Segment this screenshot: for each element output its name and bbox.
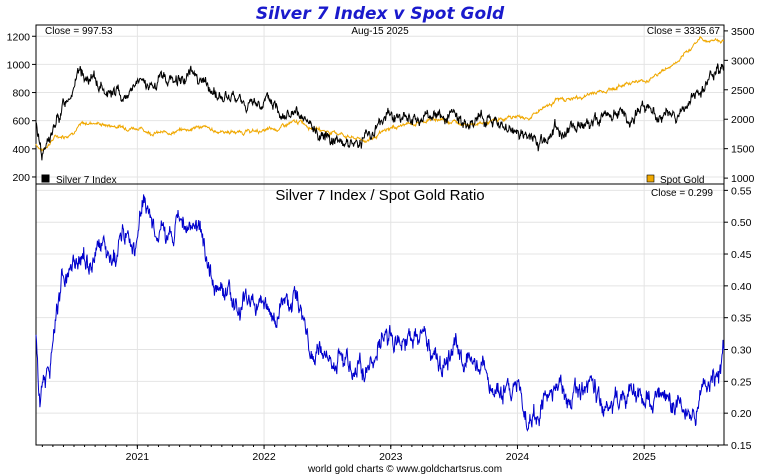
left-y-tick-label: 400 [12, 144, 30, 156]
ratio-y-tick-label: 0.35 [731, 313, 752, 325]
bottom-x-grid [136, 184, 645, 445]
left-axis-ticks: 200 400 600 800 1000 1200 [7, 31, 36, 184]
spot-gold-line [35, 36, 725, 152]
right-axis-ticks-top: 1000 1500 2000 2500 3000 3500 [724, 26, 755, 185]
left-y-tick-label: 1000 [7, 59, 31, 71]
chart-title: Silver 7 Index v Spot Gold [256, 4, 505, 24]
gold-legend-swatch [646, 174, 655, 183]
ratio-y-tick-label: 0.45 [731, 249, 752, 261]
ratio-y-tick-label: 0.15 [731, 440, 752, 452]
ratio-y-tick-label: 0.40 [731, 281, 752, 293]
silver-legend-label: Silver 7 Index [56, 175, 117, 186]
x-tick-label: 2022 [252, 451, 276, 463]
top-panel: 200 400 600 800 1000 1200 1000 1500 2000 2500 300… [7, 24, 755, 186]
gold-legend-label: Spot Gold [660, 175, 704, 186]
left-y-tick-label: 200 [12, 172, 30, 184]
ratio-y-tick-label: 0.25 [731, 376, 752, 388]
top-panel-frame [35, 24, 725, 185]
left-y-tick-label: 800 [12, 88, 30, 100]
x-tick-label: 2023 [379, 451, 403, 463]
bottom-panel: 0.15 0.20 0.25 0.30 0.35 0.40 0.45 0.50 0.55 Sil… [35, 183, 752, 452]
right-y-tick-label: 2500 [731, 85, 755, 97]
x-tick-label: 2024 [506, 451, 530, 463]
ratio-y-tick-label: 0.55 [731, 185, 752, 197]
x-tick-label: 2025 [632, 451, 656, 463]
ratio-line [35, 194, 725, 432]
left-y-tick-label: 600 [12, 116, 30, 128]
silver-7-index-line [35, 63, 725, 161]
ratio-title: Silver 7 Index / Spot Gold Ratio [275, 187, 484, 204]
ratio-close-label: Close = 0.299 [651, 188, 713, 199]
right-y-tick-label: 1500 [731, 144, 755, 156]
top-x-grid [136, 25, 645, 184]
right-y-tick-label: 1000 [731, 173, 755, 185]
right-close-label: Close = 3335.67 [647, 26, 721, 37]
ratio-y-tick-label: 0.30 [731, 345, 752, 357]
left-close-label: Close = 997.53 [45, 26, 113, 37]
silver-legend-swatch [41, 174, 50, 183]
right-y-tick-label: 3000 [731, 55, 755, 67]
left-y-tick-label: 1200 [7, 31, 31, 43]
date-label: Aug-15 2025 [351, 26, 409, 37]
ratio-y-tick-label: 0.50 [731, 217, 752, 229]
x-tick-label: 2021 [126, 451, 150, 463]
right-y-tick-label: 2000 [731, 114, 755, 126]
ratio-y-tick-label: 0.20 [731, 408, 752, 420]
right-axis-ticks-bottom: 0.15 0.20 0.25 0.30 0.35 0.40 0.45 0.50 0.55 [724, 185, 752, 452]
footer-credit: world gold charts © www.goldchartsrus.co… [307, 464, 502, 475]
right-y-tick-label: 3500 [731, 26, 755, 38]
x-axis-labels: 2021 2022 2023 2024 2025 [41, 445, 719, 463]
top-grid [36, 35, 724, 178]
